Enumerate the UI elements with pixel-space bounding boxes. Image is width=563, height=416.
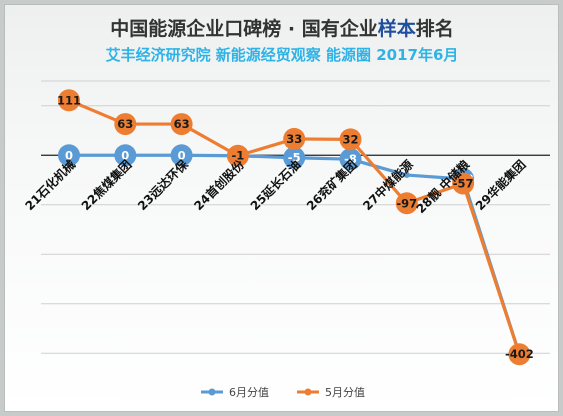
data-point xyxy=(283,127,306,150)
data-point xyxy=(114,113,137,136)
data-label: -1 xyxy=(232,149,245,163)
legend-label: 6月分值 xyxy=(229,386,269,399)
data-point xyxy=(452,172,475,195)
data-point xyxy=(508,343,531,366)
legend-marker xyxy=(208,388,216,396)
data-point xyxy=(283,146,306,169)
legend-marker xyxy=(304,388,312,396)
line-chart: 中国能源企业口碑榜 · 国有企业样本排名 艾丰经济研究院 新能源经贸观察 能源圈… xyxy=(22,17,550,399)
data-point xyxy=(403,172,410,179)
data-label: -97 xyxy=(396,196,417,210)
data-label: 111 xyxy=(57,93,81,107)
chart-title-accent: 样本 xyxy=(378,17,416,40)
chart-title: 中国能源企业口碑榜 · 国有企业样本排名 xyxy=(110,17,453,40)
data-label: 0 xyxy=(178,148,186,162)
data-label: -57 xyxy=(453,176,474,190)
data-point xyxy=(226,144,249,167)
chart-title-prefix: 中国能源企业口碑榜 · 国有企业 xyxy=(110,17,377,40)
data-point xyxy=(58,144,80,167)
legend-label: 5月分值 xyxy=(325,386,365,399)
data-point xyxy=(114,144,137,167)
data-label: 0 xyxy=(121,148,129,162)
category-labels: 21石化机械 22焦煤集团 23远达环保 24首创股份 25延长石油 26兖矿集团 27中煤… xyxy=(22,156,529,216)
data-point xyxy=(339,148,362,171)
data-point xyxy=(170,144,193,167)
chart-frame: 中国能源企业口碑榜 · 国有企业样本排名 艾丰经济研究院 新能源经贸观察 能源圈… xyxy=(4,4,559,412)
data-point xyxy=(395,192,418,215)
legend: 6月分值 5月分值 xyxy=(201,386,365,399)
chart-subtitle: 艾丰经济研究院 新能源经贸观察 能源圈 2017年6月 xyxy=(106,46,459,64)
data-label: -402 xyxy=(505,347,534,361)
data-point xyxy=(58,89,80,112)
data-label: -5 xyxy=(288,151,301,165)
chart-title-suffix: 排名 xyxy=(416,17,454,40)
data-label: 33 xyxy=(286,132,302,146)
data-label: -8 xyxy=(344,152,357,166)
data-label: 63 xyxy=(117,117,133,131)
data-point xyxy=(170,113,193,136)
gridlines xyxy=(41,80,550,354)
data-point xyxy=(339,128,362,151)
data-label: 32 xyxy=(342,132,358,146)
data-label: 0 xyxy=(65,148,73,162)
data-label: 63 xyxy=(174,117,190,131)
